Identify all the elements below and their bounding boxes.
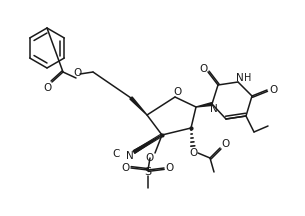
- Text: O: O: [190, 148, 198, 158]
- Text: H: H: [244, 73, 252, 83]
- Text: O: O: [121, 163, 129, 173]
- Text: N: N: [236, 73, 244, 83]
- Text: O: O: [166, 163, 174, 173]
- Polygon shape: [130, 97, 147, 115]
- Text: O: O: [146, 153, 154, 163]
- Polygon shape: [196, 103, 212, 107]
- Polygon shape: [133, 135, 162, 153]
- Text: N: N: [126, 151, 134, 161]
- Text: O: O: [199, 64, 207, 74]
- Text: O: O: [43, 83, 51, 93]
- Text: O: O: [73, 68, 81, 78]
- Text: C: C: [113, 149, 120, 159]
- Text: O: O: [269, 85, 277, 95]
- Text: O: O: [174, 87, 182, 97]
- Text: O: O: [221, 139, 229, 149]
- Text: S: S: [145, 167, 152, 177]
- Text: N: N: [210, 104, 218, 114]
